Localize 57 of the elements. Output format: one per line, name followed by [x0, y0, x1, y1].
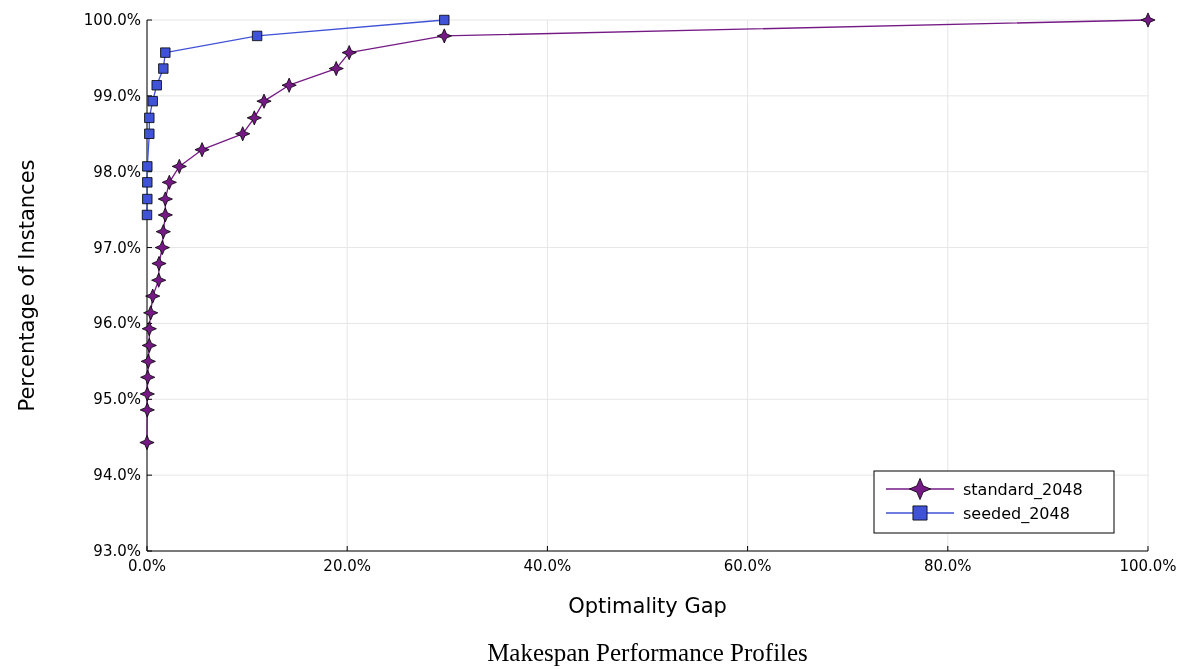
y-tick-label: 93.0% — [93, 542, 141, 560]
point — [139, 402, 155, 418]
point — [155, 224, 171, 240]
x-axis-title: Optimality Gap — [568, 594, 727, 618]
point — [281, 77, 297, 93]
x-tick-label: 60.0% — [723, 557, 772, 575]
point — [140, 369, 156, 385]
point — [144, 112, 155, 123]
x-tick-label: 0.0% — [127, 557, 167, 575]
y-tick-label: 94.0% — [93, 466, 141, 485]
x-tick-label: 40.0% — [523, 557, 572, 575]
point — [439, 14, 450, 26]
point — [235, 126, 251, 142]
point — [139, 386, 155, 402]
point — [194, 142, 210, 158]
y-tick-label: 100.0% — [83, 11, 141, 29]
point — [256, 93, 272, 109]
point — [251, 30, 263, 42]
point — [158, 63, 169, 74]
y-tick-label: 95.0% — [93, 390, 141, 409]
x-tick-label: 80.0% — [923, 557, 972, 575]
point — [154, 240, 170, 256]
point — [151, 80, 162, 91]
point — [151, 255, 167, 272]
point — [142, 193, 153, 205]
point — [140, 353, 156, 369]
point — [157, 207, 173, 223]
point — [151, 272, 167, 288]
point — [161, 174, 177, 190]
point — [144, 128, 155, 139]
y-tick-label: 97.0% — [93, 238, 141, 257]
x-tick-label: 20.0% — [323, 557, 372, 575]
text: Makespan Performance Profiles — [487, 639, 808, 666]
y-tick-label: 99.0% — [93, 86, 141, 105]
y-axis-title: Percentage of Instances — [15, 159, 39, 412]
point — [147, 96, 158, 107]
point — [1140, 12, 1156, 28]
point — [171, 158, 187, 174]
point — [139, 435, 155, 451]
point — [246, 110, 262, 126]
point — [328, 61, 344, 77]
y-tick-label: 96.0% — [93, 314, 141, 333]
point — [341, 45, 357, 61]
point — [142, 161, 153, 172]
point — [160, 47, 171, 58]
legend-label: seeded_2048 — [963, 504, 1070, 524]
point — [141, 321, 157, 337]
point — [141, 209, 153, 221]
point — [145, 288, 161, 304]
point — [143, 305, 159, 321]
point — [157, 191, 173, 207]
point — [142, 177, 153, 188]
x-tick-label: 100.0% — [1119, 557, 1177, 575]
point — [436, 28, 452, 44]
legend-label: standard_2048 — [963, 480, 1083, 500]
point — [141, 337, 157, 353]
y-tick-label: 98.0% — [93, 162, 141, 181]
